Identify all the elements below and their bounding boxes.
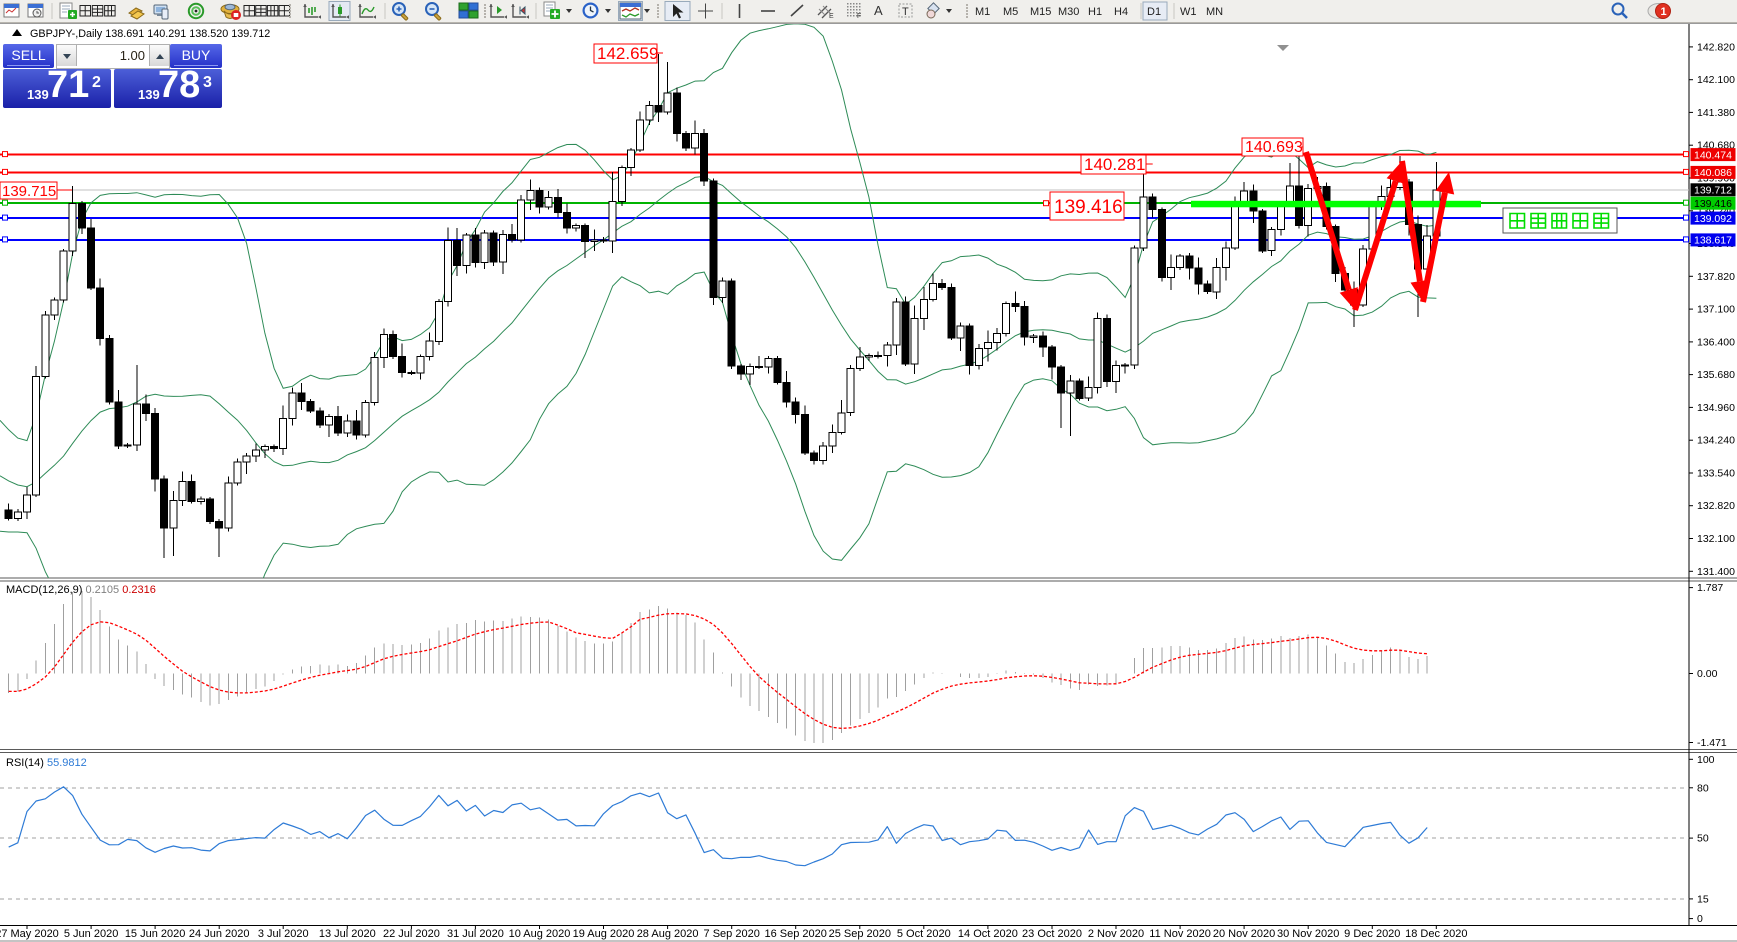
- svg-text:142.820: 142.820: [1697, 41, 1735, 53]
- svg-text:MACD(12,26,9) 0.2105 0.2316: MACD(12,26,9) 0.2105 0.2316: [6, 584, 156, 596]
- svg-text:9 Dec 2020: 9 Dec 2020: [1344, 928, 1400, 940]
- svg-text:13 Jul 2020: 13 Jul 2020: [319, 928, 376, 940]
- svg-text:133.540: 133.540: [1697, 468, 1735, 480]
- svg-text:134.960: 134.960: [1697, 402, 1735, 414]
- svg-text:7 Sep 2020: 7 Sep 2020: [704, 928, 760, 940]
- svg-text:W1: W1: [1180, 6, 1197, 18]
- svg-text:F: F: [857, 13, 861, 20]
- svg-text:27 May 2020: 27 May 2020: [0, 928, 59, 940]
- svg-text:1.787: 1.787: [1697, 582, 1723, 594]
- svg-text:0: 0: [1697, 913, 1703, 925]
- svg-text:H1: H1: [1088, 6, 1102, 18]
- svg-text:15 Jun 2020: 15 Jun 2020: [125, 928, 186, 940]
- svg-text:19 Aug 2020: 19 Aug 2020: [573, 928, 635, 940]
- svg-text:M1: M1: [975, 6, 990, 18]
- svg-text:134.240: 134.240: [1697, 435, 1735, 447]
- svg-text:D1: D1: [1147, 6, 1161, 18]
- svg-text:M15: M15: [1030, 6, 1051, 18]
- svg-text:23 Oct 2020: 23 Oct 2020: [1022, 928, 1082, 940]
- svg-text:10 Aug 2020: 10 Aug 2020: [509, 928, 571, 940]
- svg-text:11 Nov 2020: 11 Nov 2020: [1149, 928, 1211, 940]
- svg-text:132.820: 132.820: [1697, 500, 1735, 512]
- svg-text:14 Oct 2020: 14 Oct 2020: [958, 928, 1018, 940]
- svg-text:139.712: 139.712: [1694, 185, 1732, 197]
- svg-text:0.00: 0.00: [1697, 668, 1718, 680]
- svg-text:100: 100: [1697, 754, 1715, 766]
- svg-text:T: T: [902, 6, 909, 18]
- svg-text:25 Sep 2020: 25 Sep 2020: [829, 928, 891, 940]
- svg-text:132.100: 132.100: [1697, 533, 1735, 545]
- svg-text:16 Sep 2020: 16 Sep 2020: [765, 928, 827, 940]
- svg-text:H4: H4: [1114, 6, 1128, 18]
- svg-text:M5: M5: [1003, 6, 1018, 18]
- svg-text:5 Oct 2020: 5 Oct 2020: [897, 928, 951, 940]
- svg-text:139.715: 139.715: [2, 183, 56, 200]
- svg-text:18 Dec 2020: 18 Dec 2020: [1405, 928, 1467, 940]
- svg-text:A: A: [874, 3, 883, 18]
- svg-text:139.416: 139.416: [1694, 198, 1732, 210]
- svg-text:140.474: 140.474: [1694, 149, 1732, 161]
- svg-text:131.400: 131.400: [1697, 566, 1735, 578]
- svg-text:RSI(14) 55.9812: RSI(14) 55.9812: [6, 757, 87, 769]
- svg-text:140.281: 140.281: [1084, 155, 1145, 174]
- svg-text:140.086: 140.086: [1694, 167, 1732, 179]
- svg-text:MN: MN: [1206, 6, 1223, 18]
- svg-text:-1.471: -1.471: [1697, 737, 1727, 749]
- svg-text:30 Nov 2020: 30 Nov 2020: [1277, 928, 1339, 940]
- svg-text:140.693: 140.693: [1245, 139, 1303, 156]
- svg-text:80: 80: [1697, 782, 1709, 794]
- svg-text:2 Nov 2020: 2 Nov 2020: [1088, 928, 1144, 940]
- svg-text:142.659: 142.659: [597, 44, 658, 63]
- svg-text:1: 1: [1661, 6, 1667, 18]
- svg-text:142.100: 142.100: [1697, 74, 1735, 86]
- svg-text:20 Nov 2020: 20 Nov 2020: [1213, 928, 1275, 940]
- svg-text:50: 50: [1697, 833, 1709, 845]
- svg-text:139.416: 139.416: [1054, 197, 1123, 218]
- svg-text:141.380: 141.380: [1697, 107, 1735, 119]
- svg-text:31 Jul 2020: 31 Jul 2020: [447, 928, 504, 940]
- svg-text:135.680: 135.680: [1697, 369, 1735, 381]
- svg-text:22 Jul 2020: 22 Jul 2020: [383, 928, 440, 940]
- svg-text:5 Jun 2020: 5 Jun 2020: [64, 928, 118, 940]
- svg-text:15: 15: [1697, 893, 1709, 905]
- svg-text:M30: M30: [1058, 6, 1079, 18]
- svg-text:E: E: [829, 13, 834, 20]
- svg-text:3 Jul 2020: 3 Jul 2020: [258, 928, 309, 940]
- svg-text:136.400: 136.400: [1697, 336, 1735, 348]
- svg-text:139.092: 139.092: [1694, 213, 1732, 225]
- svg-text:GBPJPY-,Daily 138.691 140.291: GBPJPY-,Daily 138.691 140.291 138.520 13…: [30, 28, 270, 40]
- svg-text:138.617: 138.617: [1694, 235, 1732, 247]
- svg-text:137.100: 137.100: [1697, 304, 1735, 316]
- svg-text:28 Aug 2020: 28 Aug 2020: [637, 928, 699, 940]
- svg-text:137.820: 137.820: [1697, 271, 1735, 283]
- svg-text:24 Jun 2020: 24 Jun 2020: [189, 928, 250, 940]
